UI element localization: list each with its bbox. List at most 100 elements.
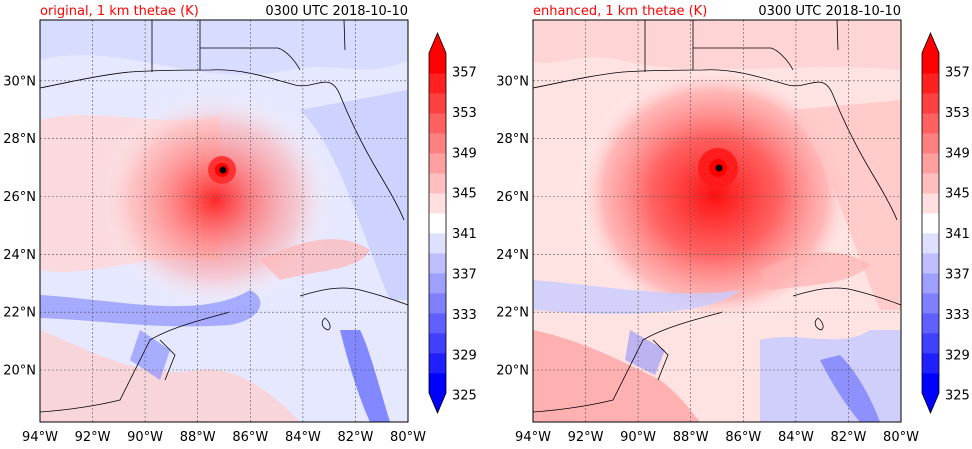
x-tick-label: 90°W: [620, 430, 656, 445]
y-tick-label: 26°N: [496, 190, 529, 205]
lat-lon-grid: [40, 20, 408, 422]
colorbar-tick-label: 357: [452, 66, 477, 81]
colorbar-tick-label: 329: [452, 348, 477, 363]
valid-time-label: 0300 UTC 2018-10-10: [265, 4, 408, 19]
colorbar-outline: [921, 31, 940, 415]
x-tick-label: 88°W: [673, 430, 709, 445]
colorbar: [921, 31, 940, 415]
panel-original: original, 1 km thetae (K) 0300 UTC 2018-…: [3, 4, 477, 445]
x-tick-label: 86°W: [232, 430, 268, 445]
colorbar-level: [429, 353, 446, 374]
colorbar-level: [429, 373, 446, 394]
y-tick-label: 20°N: [496, 364, 529, 379]
valid-time-label: 0300 UTC 2018-10-10: [758, 4, 901, 19]
colorbar-tick-label: 345: [452, 187, 477, 202]
x-tick-labels: 94°W 92°W 90°W 88°W 86°W 84°W 82°W 80°W: [515, 430, 919, 445]
y-tick-label: 28°N: [3, 132, 36, 147]
colorbar-level: [922, 253, 939, 274]
colorbar-extend-min: [922, 393, 939, 413]
colorbar-level: [922, 133, 939, 154]
lat-lon-grid: [533, 20, 901, 422]
panel-enhanced: enhanced, 1 km thetae (K) 0300 UTC 2018-…: [496, 4, 970, 445]
x-tick-label: 92°W: [568, 430, 604, 445]
colorbar-tick-label: 333: [452, 308, 477, 323]
colorbar-tick-label: 353: [945, 106, 970, 121]
y-tick-label: 20°N: [3, 364, 36, 379]
colorbar-level: [922, 93, 939, 114]
colorbar-tick-label: 357: [945, 66, 970, 81]
colorbar-level: [429, 93, 446, 114]
colorbar-level: [429, 173, 446, 194]
colorbar-level: [429, 193, 446, 214]
y-tick-label: 22°N: [496, 306, 529, 321]
y-tick-label: 26°N: [3, 190, 36, 205]
colorbar-level: [922, 53, 939, 74]
y-tick-label: 30°N: [496, 74, 529, 89]
x-tick-label: 80°W: [390, 430, 426, 445]
colorbar-extend-max: [429, 33, 446, 53]
colorbar-tick-label: 353: [452, 106, 477, 121]
colorbar-level: [429, 333, 446, 354]
x-tick-label: 80°W: [883, 430, 919, 445]
colorbar-level: [429, 213, 446, 234]
colorbar-level: [922, 193, 939, 214]
colorbar-level: [429, 233, 446, 254]
colorbar-extend-min: [429, 393, 446, 413]
panel-title: enhanced, 1 km thetae (K): [533, 4, 707, 19]
x-tick-label: 92°W: [75, 430, 111, 445]
colorbar-level: [922, 373, 939, 394]
coastline: [532, 19, 902, 413]
colorbar-level: [922, 353, 939, 374]
x-tick-label: 84°W: [778, 430, 814, 445]
colorbar-level: [922, 333, 939, 354]
colorbar-level: [429, 253, 446, 274]
x-tick-label: 82°W: [337, 430, 373, 445]
colorbar-tick-labels: 325 329 333 337 341 345 349 353 357: [452, 66, 477, 404]
colorbar-tick-label: 341: [452, 227, 477, 242]
colorbar-level: [922, 113, 939, 134]
colorbar-level: [922, 213, 939, 234]
colorbar-tick-label: 345: [945, 187, 970, 202]
colorbar: [428, 31, 447, 415]
colorbar-level: [429, 293, 446, 314]
x-tick-label: 94°W: [515, 430, 551, 445]
colorbar-tick-label: 349: [945, 146, 970, 161]
colorbar-tick-label: 341: [945, 227, 970, 242]
y-tick-label: 24°N: [496, 248, 529, 263]
storm-center-marker: [715, 164, 723, 172]
y-tick-labels: 20°N 22°N 24°N 26°N 28°N 30°N: [496, 74, 529, 378]
y-tick-label: 28°N: [496, 132, 529, 147]
colorbar-tick-label: 325: [452, 389, 477, 404]
colorbar-tick-label: 329: [945, 348, 970, 363]
colorbar-level: [922, 233, 939, 254]
colorbar-level: [429, 53, 446, 74]
map-field: [533, 20, 901, 422]
colorbar-outline: [428, 31, 447, 415]
colorbar-tick-label: 337: [945, 268, 970, 283]
x-tick-label: 82°W: [830, 430, 866, 445]
x-tick-label: 94°W: [22, 430, 58, 445]
y-tick-label: 24°N: [3, 248, 36, 263]
y-tick-label: 30°N: [3, 74, 36, 89]
x-tick-label: 88°W: [180, 430, 216, 445]
coastline: [39, 19, 409, 413]
colorbar-extend-max: [922, 33, 939, 53]
panel-title: original, 1 km thetae (K): [40, 4, 199, 19]
colorbar-tick-labels: 325 329 333 337 341 345 349 353 357: [945, 66, 970, 404]
colorbar-level: [429, 113, 446, 134]
colorbar-level: [922, 313, 939, 334]
storm-center-marker: [219, 166, 227, 174]
y-tick-labels: 20°N 22°N 24°N 26°N 28°N 30°N: [3, 74, 36, 378]
colorbar-level: [429, 313, 446, 334]
x-tick-label: 84°W: [285, 430, 321, 445]
colorbar-level: [922, 173, 939, 194]
map-frame: [532, 19, 902, 423]
colorbar-level: [429, 273, 446, 294]
map-frame: [39, 19, 409, 423]
colorbar-level: [429, 153, 446, 174]
colorbar-level: [922, 153, 939, 174]
colorbar-level: [922, 273, 939, 294]
colorbar-tick-label: 325: [945, 389, 970, 404]
colorbar-level: [429, 73, 446, 94]
